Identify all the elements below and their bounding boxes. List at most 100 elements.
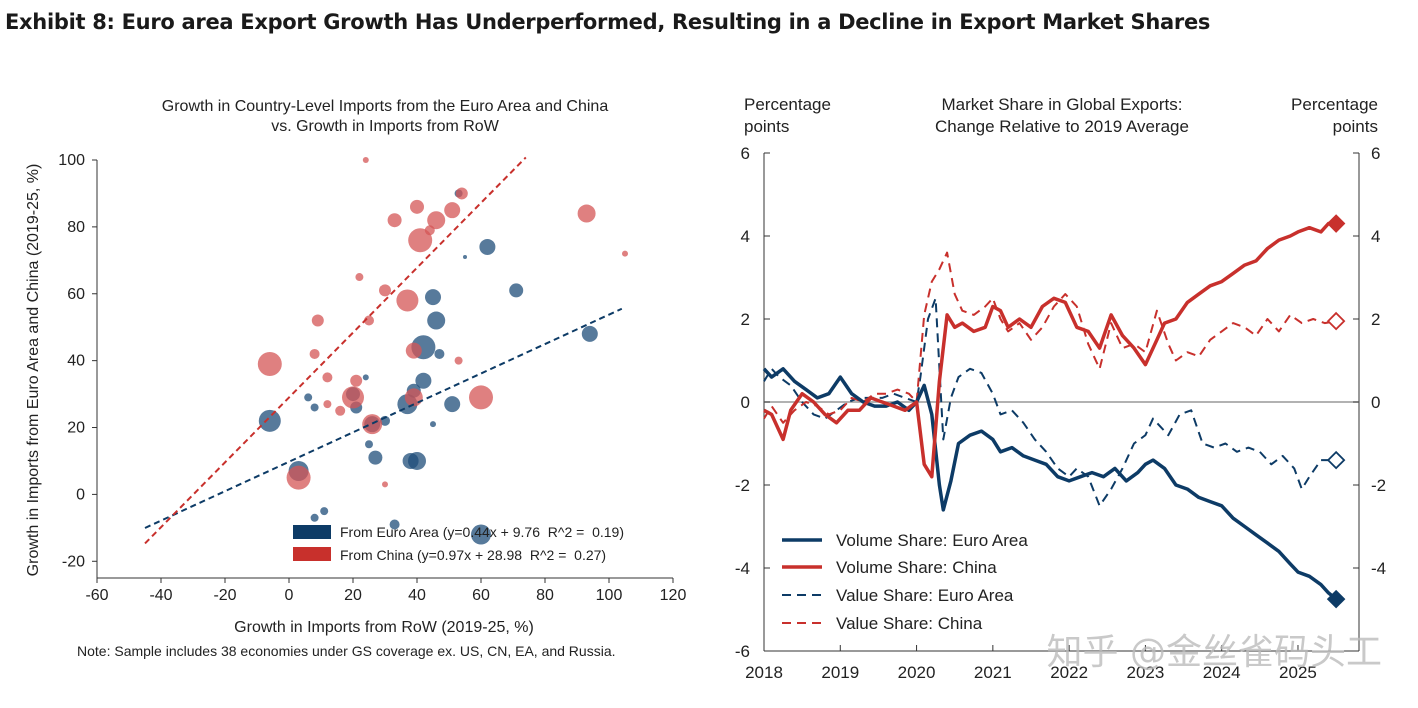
scatter-point-euro-area	[434, 348, 445, 359]
scatter-point-euro-area	[258, 409, 281, 432]
line-x-tick-label: 2020	[898, 663, 936, 682]
scatter-point-china	[379, 284, 391, 297]
fit-line-euro-area	[144, 307, 623, 529]
scatter-fit-lines	[144, 156, 623, 545]
line-right-tick-label: 4	[1371, 227, 1380, 246]
scatter-y-tick-label: 40	[67, 353, 85, 370]
scatter-y-tick-label: -20	[62, 553, 85, 570]
legend-label-china: From China (y=0.97x + 28.98 R^2 = 0.27)	[340, 547, 606, 563]
line-right-tick-label: -4	[1371, 559, 1386, 578]
scatter-point-china	[469, 385, 493, 410]
scatter-point-china	[622, 250, 628, 257]
left-axis-unit-line1: Percentage	[744, 95, 831, 114]
line-chart-axes: -6 -4 -2 0 2 4 6 6 4 2 0 -2 -4 2018 2019 2020 2021 2022 20…	[735, 144, 1386, 682]
scatter-point-china	[427, 211, 446, 230]
scatter-x-tick-label: -20	[213, 587, 236, 604]
scatter-point-china	[455, 187, 468, 200]
scatter-x-axis-label: Growth in Imports from RoW (2019-25, %)	[234, 619, 534, 636]
line-right-tick-label: 0	[1371, 393, 1380, 412]
scatter-point-china	[387, 213, 402, 228]
scatter-point-china	[362, 157, 369, 163]
scatter-point-china	[335, 405, 346, 416]
line-chart-legend: Volume Share: Euro Area Volume Share: Ch…	[782, 531, 1028, 633]
scatter-point-china	[323, 400, 332, 409]
exhibit-title: Exhibit 8: Euro area Export Growth Has U…	[5, 10, 1211, 34]
scatter-y-tick-label: 20	[67, 420, 85, 437]
scatter-x-tick-label: 60	[472, 587, 490, 604]
scatter-point-china	[342, 386, 364, 409]
scatter-title-line1: Growth in Country-Level Imports from the…	[162, 98, 609, 115]
line-left-tick-label: 2	[741, 310, 750, 329]
line-x-tick-label: 2019	[821, 663, 859, 682]
series-line-3	[763, 297, 1337, 507]
scatter-title-line2: vs. Growth in Imports from RoW	[271, 118, 499, 135]
series-end-marker-2	[1326, 214, 1346, 233]
line-x-tick-label: 2022	[1050, 663, 1088, 682]
line-left-tick-label: -6	[735, 642, 750, 661]
scatter-points	[257, 157, 628, 545]
scatter-point-euro-area	[310, 403, 319, 412]
scatter-point-euro-area	[365, 440, 373, 449]
scatter-y-tick-label: 0	[76, 486, 85, 503]
line-left-tick-label: -4	[735, 559, 750, 578]
scatter-point-china	[382, 481, 388, 488]
scatter-point-euro-area	[415, 372, 432, 389]
scatter-point-china	[404, 388, 423, 407]
scatter-y-tick-label: 100	[58, 152, 85, 169]
legend-label-volume-euro-area: Volume Share: Euro Area	[836, 531, 1028, 550]
scatter-point-china	[311, 314, 324, 327]
line-chart-series	[762, 214, 1346, 609]
chart-note: Note: Sample includes 38 economies under…	[77, 643, 616, 659]
scatter-x-tick-label: -60	[85, 587, 108, 604]
line-x-tick-label: 2018	[745, 663, 783, 682]
scatter-y-axis-label: Growth in Imports from Euro Area and Chi…	[25, 164, 42, 577]
line-right-tick-label: -2	[1371, 476, 1386, 495]
scatter-point-china	[362, 414, 383, 435]
series-end-marker-1	[1326, 589, 1346, 609]
scatter-point-euro-area	[463, 254, 467, 259]
scatter-x-tick-label: 100	[596, 587, 623, 604]
scatter-point-euro-area	[362, 374, 369, 381]
line-x-tick-label: 2023	[1126, 663, 1164, 682]
scatter-point-china	[577, 204, 596, 223]
series-line-2	[763, 221, 1337, 479]
scatter-point-china	[286, 465, 311, 490]
scatter-point-china	[454, 356, 463, 365]
line-left-tick-label: 0	[741, 393, 750, 412]
scatter-point-euro-area	[310, 513, 319, 522]
line-left-tick-label: -2	[735, 476, 750, 495]
legend-label-volume-china: Volume Share: China	[836, 558, 997, 577]
series-line-4	[763, 251, 1337, 424]
scatter-point-china	[350, 374, 363, 387]
scatter-legend: From Euro Area (y=0.44x + 9.76 R^2 = 0.1…	[293, 524, 624, 563]
series-end-marker-3	[1326, 450, 1346, 470]
scatter-point-china	[405, 342, 422, 359]
scatter-x-tick-label: -40	[149, 587, 172, 604]
line-x-tick-label: 2021	[974, 663, 1012, 682]
line-chart: Market Share in Global Exports: Change R…	[735, 95, 1386, 682]
line-chart-title-line1: Market Share in Global Exports:	[942, 95, 1183, 114]
scatter-point-china	[309, 348, 320, 359]
scatter-point-china	[257, 351, 282, 376]
scatter-x-tick-label: 80	[536, 587, 554, 604]
scatter-point-euro-area	[408, 451, 426, 470]
fit-line-china	[144, 156, 527, 545]
scatter-point-euro-area	[427, 311, 446, 330]
legend-label-euro-area: From Euro Area (y=0.44x + 9.76 R^2 = 0.1…	[340, 524, 624, 540]
scatter-x-tick-label: 20	[344, 587, 362, 604]
line-left-tick-label: 4	[741, 227, 750, 246]
scatter-point-euro-area	[389, 519, 400, 530]
watermark: 知乎 @金丝雀码头工	[1047, 632, 1382, 673]
scatter-point-china	[364, 315, 374, 326]
scatter-point-euro-area	[581, 325, 598, 342]
scatter-point-china	[355, 273, 364, 282]
scatter-point-euro-area	[320, 507, 329, 516]
scatter-point-china	[444, 202, 461, 219]
scatter-point-china	[322, 372, 333, 383]
legend-label-value-euro-area: Value Share: Euro Area	[836, 586, 1014, 605]
scatter-axes: -60 -40 -20 0 20 40 60 80 100 120 -20 0 20 40 60 80 100	[58, 152, 686, 604]
scatter-point-euro-area	[368, 450, 383, 465]
legend-swatch-china	[293, 547, 331, 561]
scatter-x-tick-label: 0	[285, 587, 294, 604]
